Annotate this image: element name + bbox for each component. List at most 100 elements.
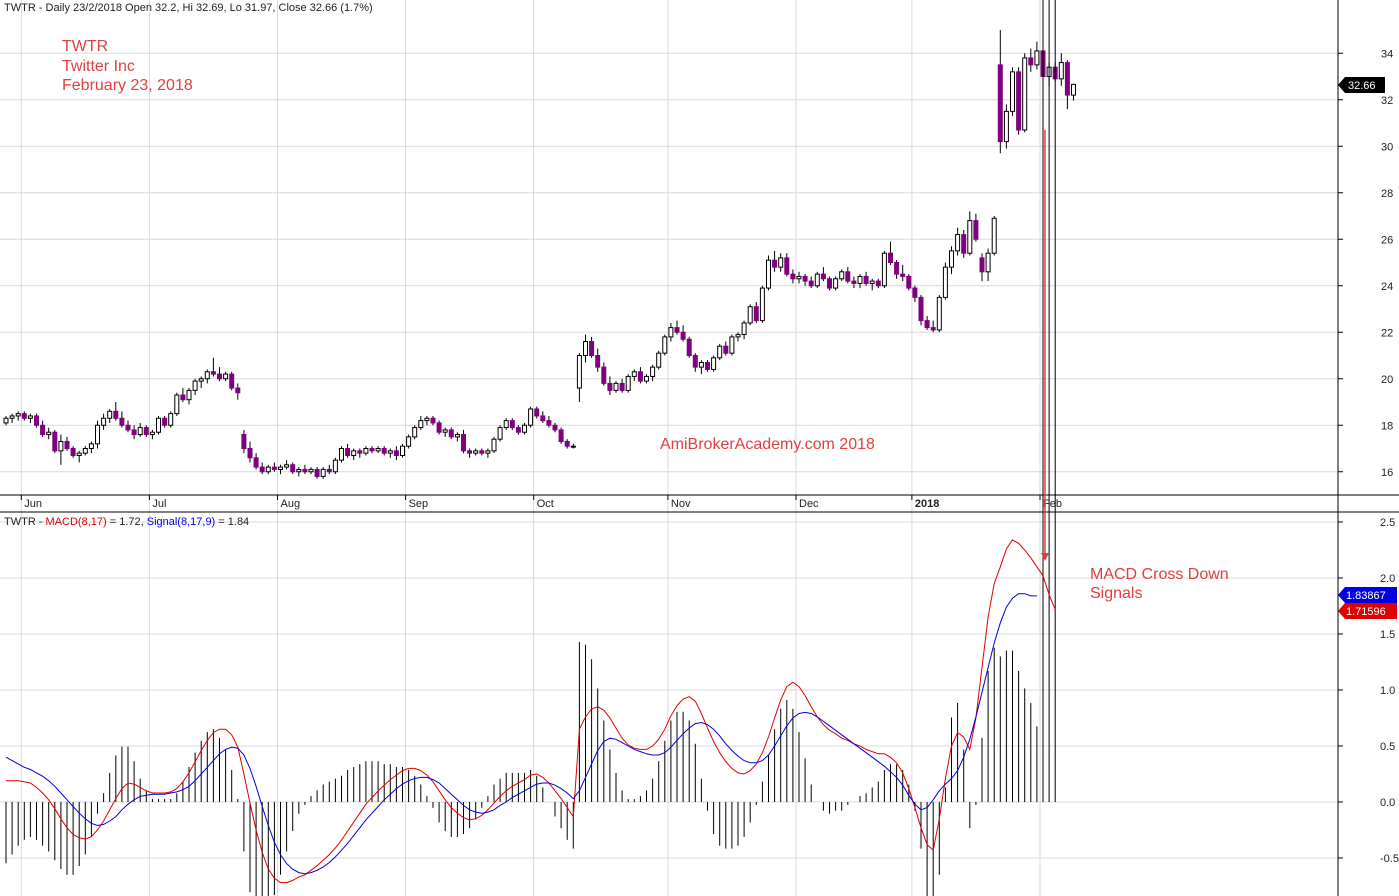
candle bbox=[40, 420, 46, 437]
candle bbox=[576, 353, 582, 402]
candle bbox=[418, 415, 424, 430]
candle bbox=[192, 378, 198, 396]
candle bbox=[101, 413, 107, 430]
candle bbox=[1022, 53, 1028, 133]
candle bbox=[583, 334, 588, 363]
last-price-value: 32.66 bbox=[1348, 80, 1376, 92]
candle bbox=[808, 276, 814, 289]
candle bbox=[235, 383, 241, 400]
candle bbox=[766, 255, 771, 291]
candle bbox=[229, 371, 235, 391]
candle bbox=[1064, 60, 1070, 110]
candle bbox=[156, 415, 161, 435]
candle bbox=[772, 250, 778, 272]
macd-value-badge: 1.71596 bbox=[1338, 603, 1397, 619]
candle bbox=[149, 429, 155, 440]
candle bbox=[107, 408, 113, 423]
candle bbox=[851, 276, 857, 289]
month-label: Sep bbox=[409, 498, 429, 510]
candle bbox=[668, 322, 674, 342]
candle bbox=[119, 411, 125, 428]
candle bbox=[210, 357, 216, 377]
month-label: 2018 bbox=[915, 498, 939, 510]
candle bbox=[827, 276, 832, 291]
macd-header-label: MACD(8,17) bbox=[46, 516, 107, 528]
candle bbox=[332, 457, 338, 475]
candle bbox=[217, 367, 222, 382]
macd-header-value: = 1.72, bbox=[107, 516, 147, 528]
macd-tick-label: 0.0 bbox=[1380, 797, 1395, 809]
price-tick-label: 32 bbox=[1381, 95, 1393, 107]
candle bbox=[753, 302, 759, 323]
candle bbox=[692, 353, 698, 372]
candle bbox=[833, 276, 839, 291]
price-grid bbox=[0, 0, 1338, 896]
month-label: Jun bbox=[24, 498, 42, 510]
candle bbox=[296, 467, 302, 477]
candle bbox=[735, 332, 741, 342]
candle bbox=[143, 425, 149, 437]
candle bbox=[637, 367, 643, 384]
candle bbox=[912, 285, 918, 303]
candle bbox=[875, 278, 881, 289]
candle bbox=[1016, 67, 1022, 135]
candle bbox=[271, 462, 277, 472]
price-tick-label: 26 bbox=[1381, 234, 1393, 246]
candle bbox=[137, 422, 143, 437]
macd-grid bbox=[0, 521, 1338, 859]
candle bbox=[845, 267, 851, 284]
annotation-ticker: TWTR bbox=[62, 38, 108, 55]
candle bbox=[522, 422, 527, 435]
candle bbox=[869, 278, 875, 291]
candle bbox=[570, 443, 576, 449]
macd-value: 1.71596 bbox=[1346, 606, 1386, 618]
candle bbox=[381, 446, 387, 456]
annotation-signals: Signals bbox=[1090, 585, 1142, 602]
candle bbox=[369, 446, 375, 454]
candle bbox=[985, 248, 991, 282]
candle bbox=[881, 250, 887, 289]
candle bbox=[284, 460, 290, 470]
macd-tick-label: 1.0 bbox=[1380, 685, 1395, 697]
candle bbox=[1071, 83, 1076, 101]
candle bbox=[424, 415, 430, 426]
candle bbox=[674, 320, 680, 335]
candle bbox=[15, 411, 21, 421]
candle bbox=[930, 320, 936, 333]
candle bbox=[320, 467, 326, 479]
candle bbox=[357, 448, 363, 458]
candle bbox=[534, 406, 540, 419]
candle bbox=[717, 343, 723, 361]
candle bbox=[1034, 41, 1040, 70]
candle bbox=[515, 425, 521, 435]
candle bbox=[839, 269, 845, 282]
candle bbox=[613, 381, 619, 393]
candle bbox=[491, 436, 497, 454]
candle bbox=[21, 411, 27, 421]
candle bbox=[113, 402, 119, 421]
candle bbox=[436, 420, 442, 435]
candle bbox=[656, 350, 662, 370]
candle bbox=[345, 443, 351, 458]
candle bbox=[711, 355, 717, 372]
candle bbox=[857, 274, 863, 289]
candle bbox=[64, 436, 70, 451]
month-tick-labels: Jun Jul Aug Sep Oct Nov Dec 2018 Feb bbox=[20, 495, 1062, 510]
candle bbox=[339, 446, 344, 463]
candle bbox=[186, 388, 192, 405]
candle bbox=[241, 429, 247, 454]
last-price-badge: 32.66 bbox=[1338, 77, 1385, 93]
month-label: Feb bbox=[1043, 498, 1062, 510]
candle bbox=[741, 320, 747, 340]
annotation-company: Twitter Inc bbox=[62, 58, 135, 75]
candle bbox=[619, 378, 625, 393]
candle bbox=[942, 262, 948, 300]
macd-axis-ticks: -0.5 0.0 0.5 1.0 1.5 2.0 2.5 bbox=[1338, 517, 1399, 865]
candle bbox=[76, 450, 82, 463]
price-axis-ticks: 16 18 20 22 24 26 28 30 32 34 bbox=[1338, 48, 1393, 479]
month-label: Aug bbox=[281, 498, 301, 510]
candle bbox=[1003, 104, 1009, 149]
candle bbox=[607, 376, 613, 396]
candle bbox=[723, 341, 729, 356]
